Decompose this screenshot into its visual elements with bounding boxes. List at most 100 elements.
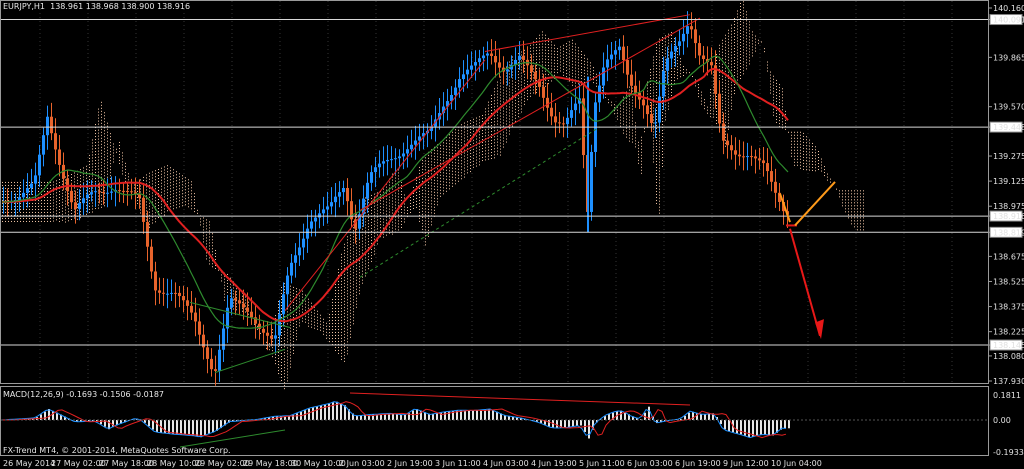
moving-average-slow: [1, 67, 789, 323]
macd-histogram-bar: [328, 403, 330, 420]
copyright-text: FX-Trend MT4, © 2001-2014, MetaQuotes So…: [3, 446, 231, 455]
macd-histogram-bar: [700, 414, 702, 420]
symbol-header: EURJPY,H1 138.961 138.968 138.900 138.91…: [3, 2, 191, 11]
macd-histogram-bar: [736, 420, 738, 434]
macd-histogram-bar: [144, 420, 146, 423]
candle-body: [634, 85, 637, 93]
candle-body: [730, 145, 733, 151]
macd-histogram-bar: [104, 420, 106, 427]
macd-histogram-bar: [648, 406, 650, 420]
candle-body: [382, 161, 385, 164]
up-arrow-stub: [779, 193, 791, 223]
macd-histogram-bar: [592, 420, 594, 430]
macd-histogram-bar: [520, 417, 522, 420]
candle-body: [666, 58, 669, 71]
candle-body: [274, 335, 277, 339]
candle-body: [478, 58, 481, 63]
macd-divergence-line: [179, 429, 286, 448]
candle-body: [190, 305, 193, 313]
candle-body: [298, 247, 301, 256]
macd-histogram-bar: [572, 420, 574, 427]
macd-histogram-bar: [304, 410, 306, 420]
macd-histogram-bar: [340, 403, 342, 420]
candle-body: [282, 294, 285, 315]
candle-body: [142, 197, 145, 222]
time-axis-label: 6 Jun 03:00: [627, 459, 673, 468]
price-axis-label: 138.819: [993, 228, 1024, 237]
price-level-box: [989, 210, 1023, 222]
candle-body: [334, 196, 337, 203]
macd-histogram-bar: [480, 409, 482, 420]
macd-histogram-bar: [692, 411, 694, 420]
price-axis-label: 139.275: [993, 152, 1024, 161]
price-axis-label: 139.570: [993, 103, 1024, 112]
price-axis-label: 138.375: [993, 303, 1024, 312]
macd-histogram-bar: [156, 420, 158, 433]
macd-histogram-bar: [548, 420, 550, 427]
candle-body: [750, 156, 753, 158]
macd-histogram-bar: [492, 409, 494, 420]
candle-body: [550, 107, 553, 117]
time-axis-label: 9 Jun 12:00: [723, 459, 769, 468]
candle-body: [386, 159, 389, 162]
candle-body: [654, 122, 657, 124]
candle-body: [362, 198, 365, 215]
candle-body: [74, 202, 77, 209]
candle-body: [26, 188, 29, 193]
candle-body: [210, 358, 213, 370]
candle-body: [230, 298, 233, 308]
macd-histogram-bar: [496, 411, 498, 420]
macd-histogram-bar: [264, 418, 266, 420]
candle-body: [718, 93, 721, 124]
candle-body: [630, 74, 633, 86]
time-axis-label: 4 Jun 19:00: [531, 459, 577, 468]
macd-histogram-bar: [396, 414, 398, 420]
macd-histogram-bar: [696, 412, 698, 420]
macd-histogram-bar: [204, 420, 206, 436]
candle-body: [194, 312, 197, 322]
macd-histogram-bar: [764, 420, 766, 435]
candle-body: [366, 182, 369, 199]
price-axis-label: 138.916: [993, 212, 1024, 221]
macd-histogram-bar: [464, 410, 466, 420]
price-axis-label: 137.930: [993, 377, 1024, 386]
candle-body: [410, 144, 413, 150]
macd-histogram-bar: [540, 420, 542, 423]
macd-histogram-bar: [224, 420, 226, 426]
macd-histogram-bar: [52, 410, 54, 420]
macd-histogram-bar: [232, 420, 234, 422]
time-axis-label: 2 Jun 19:00: [387, 459, 433, 468]
macd-histogram-bar: [608, 414, 610, 420]
macd-histogram-bar: [440, 412, 442, 420]
macd-histogram-bar: [536, 420, 538, 422]
macd-histogram-bar: [336, 401, 338, 420]
candle-body: [310, 221, 313, 229]
macd-histogram-bar: [500, 413, 502, 420]
candle-body: [262, 328, 265, 333]
candle-body: [442, 106, 445, 114]
candle-body: [122, 190, 125, 192]
macd-histogram-bar: [360, 415, 362, 420]
macd-histogram-bar: [364, 415, 366, 420]
candle-body: [538, 79, 541, 87]
price-axis-label: 138.145: [993, 341, 1024, 350]
macd-histogram-bar: [780, 420, 782, 430]
macd-histogram-bar: [596, 420, 598, 423]
macd-histogram-bar: [292, 414, 294, 420]
macd-histogram-bar: [40, 414, 42, 420]
candle-body: [778, 192, 781, 202]
time-axis-label: 29 May 02:00: [195, 459, 250, 468]
candle-body: [378, 163, 381, 168]
moving-average-fast: [1, 55, 789, 329]
price-axis-label: 139.125: [993, 177, 1024, 186]
price-axis-label: 140.160: [993, 4, 1024, 13]
macd-histogram-bar: [168, 420, 170, 434]
macd-histogram-bar: [116, 420, 118, 426]
candle-body: [430, 126, 433, 131]
candle-body: [642, 99, 645, 106]
macd-histogram-bar: [576, 420, 578, 427]
candle-body: [606, 59, 609, 68]
macd-histogram-bar: [172, 420, 174, 434]
